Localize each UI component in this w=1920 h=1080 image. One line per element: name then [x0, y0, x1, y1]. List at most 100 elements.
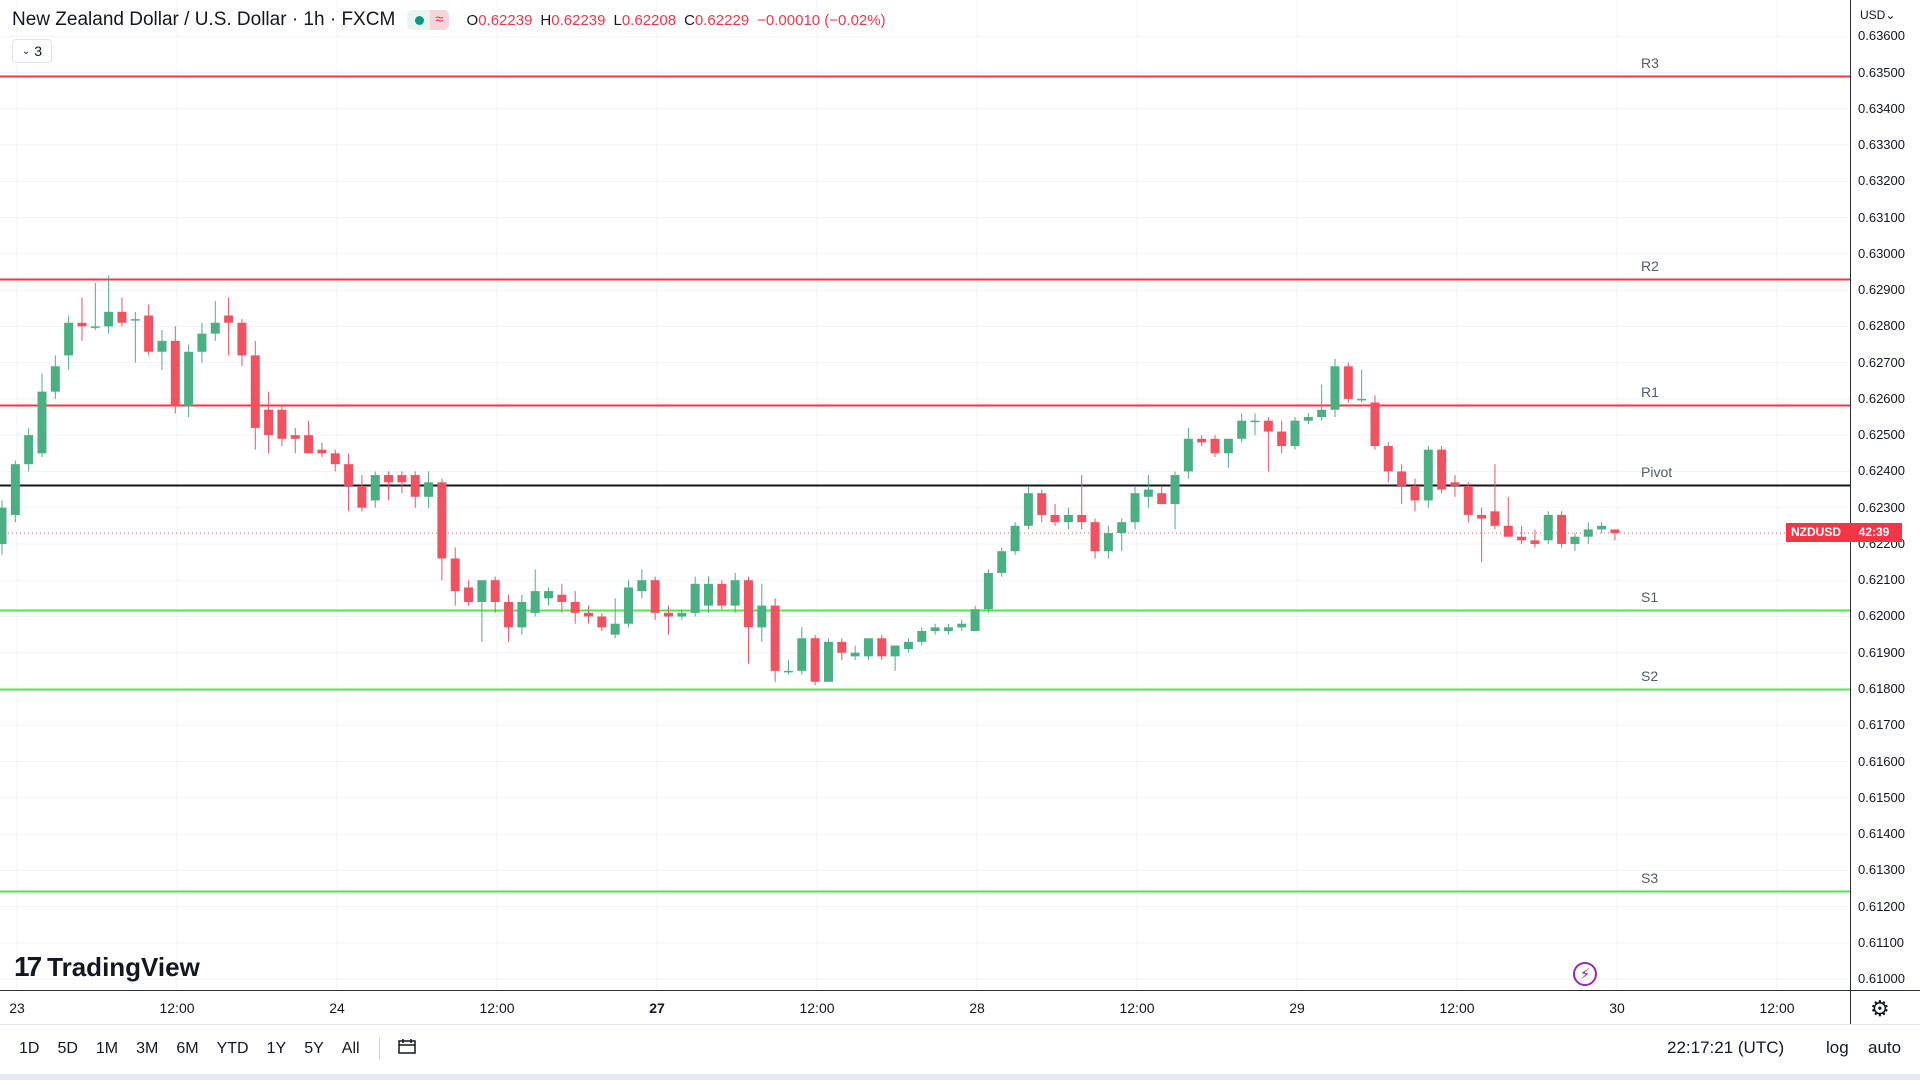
candle-down[interactable] — [304, 420, 314, 454]
candle-up[interactable] — [50, 355, 60, 399]
lightning-icon[interactable]: ⚡ — [1573, 962, 1597, 986]
candle-down[interactable] — [464, 580, 474, 606]
candle-up[interactable] — [1103, 525, 1113, 559]
candle-up[interactable] — [1223, 438, 1233, 468]
candle-up[interactable] — [1130, 485, 1140, 530]
candle-up[interactable] — [930, 623, 940, 635]
candle-down[interactable] — [77, 297, 87, 341]
candle-up[interactable] — [157, 330, 167, 370]
candle-up[interactable] — [1290, 417, 1300, 450]
range-button-all[interactable]: All — [341, 1040, 360, 1057]
candle-down[interactable] — [1210, 435, 1220, 457]
candle-up[interactable] — [1237, 413, 1247, 443]
candle-up[interactable] — [130, 311, 140, 363]
candle-down[interactable] — [770, 598, 780, 682]
candle-down[interactable] — [250, 340, 260, 450]
candle-up[interactable] — [1023, 485, 1033, 530]
candle-down[interactable] — [1090, 518, 1100, 559]
candle-down[interactable] — [437, 478, 447, 581]
range-button-1y[interactable]: 1Y — [266, 1040, 287, 1057]
candles[interactable] — [0, 275, 1620, 686]
range-button-5d[interactable]: 5D — [57, 1040, 78, 1057]
candle-down[interactable] — [810, 634, 820, 686]
candle-down[interactable] — [1610, 529, 1620, 541]
candle-down[interactable] — [357, 475, 367, 512]
calendar-range-icon[interactable] — [392, 1038, 422, 1060]
candle-down[interactable] — [1343, 362, 1353, 403]
candle-up[interactable] — [757, 583, 767, 642]
candle-up[interactable] — [903, 638, 913, 653]
candle-down[interactable] — [170, 326, 180, 414]
candle-down[interactable] — [410, 471, 420, 508]
tradingview-logo[interactable]: 17 TradingView — [14, 951, 200, 983]
candle-down[interactable] — [450, 547, 460, 606]
candle-down[interactable] — [837, 638, 847, 660]
candle-up[interactable] — [477, 580, 487, 642]
candle-up[interactable] — [0, 500, 7, 555]
candle-down[interactable] — [1530, 529, 1540, 548]
candle-up[interactable] — [1330, 359, 1340, 418]
candle-up[interactable] — [1143, 475, 1153, 508]
candle-up[interactable] — [610, 598, 620, 639]
candle-down[interactable] — [1477, 507, 1487, 563]
candle-down[interactable] — [743, 576, 753, 664]
indicators-toggle[interactable]: ⌄ 3 — [12, 39, 52, 63]
candle-down[interactable] — [1557, 511, 1567, 548]
candle-down[interactable] — [1517, 525, 1527, 544]
candle-up[interactable] — [517, 594, 527, 635]
symbol-title[interactable]: New Zealand Dollar / U.S. Dollar · 1h · … — [12, 9, 396, 30]
candle-down[interactable] — [1370, 395, 1380, 450]
candle-down[interactable] — [1197, 435, 1207, 447]
candle-up[interactable] — [637, 569, 647, 599]
candle-up[interactable] — [783, 660, 793, 675]
candle-down[interactable] — [584, 605, 594, 624]
candle-down[interactable] — [277, 406, 287, 447]
candle-down[interactable] — [597, 612, 607, 631]
candle-down[interactable] — [397, 471, 407, 494]
candle-up[interactable] — [1183, 427, 1193, 479]
candle-up[interactable] — [823, 638, 833, 682]
candle-down[interactable] — [877, 634, 887, 660]
candle-down[interactable] — [1277, 420, 1287, 454]
candle-up[interactable] — [1543, 511, 1553, 544]
candle-down[interactable] — [237, 319, 247, 367]
candle-up[interactable] — [1170, 471, 1180, 530]
range-button-1d[interactable]: 1D — [19, 1040, 40, 1057]
candle-up[interactable] — [624, 580, 634, 628]
candle-down[interactable] — [490, 576, 500, 613]
candle-up[interactable] — [210, 300, 220, 341]
candle-up[interactable] — [997, 547, 1007, 577]
candle-down[interactable] — [1077, 475, 1087, 530]
candle-up[interactable] — [970, 605, 980, 631]
candle-up[interactable] — [1583, 522, 1593, 544]
range-button-1m[interactable]: 1M — [95, 1040, 119, 1057]
candle-up[interactable] — [530, 569, 540, 617]
candle-up[interactable] — [10, 460, 20, 523]
candle-down[interactable] — [344, 453, 354, 512]
candle-up[interactable] — [850, 645, 860, 660]
candle-down[interactable] — [384, 471, 394, 501]
candle-down[interactable] — [1437, 446, 1447, 494]
candle-up[interactable] — [1010, 522, 1020, 555]
candle-down[interactable] — [144, 304, 154, 356]
candle-up[interactable] — [64, 315, 74, 370]
candle-up[interactable] — [104, 275, 114, 334]
candle-down[interactable] — [1490, 464, 1500, 530]
candle-up[interactable] — [957, 620, 967, 631]
candle-down[interactable] — [1410, 478, 1420, 512]
candle-down[interactable] — [330, 449, 340, 472]
candle-up[interactable] — [943, 623, 953, 635]
range-button-5y[interactable]: 5Y — [304, 1040, 324, 1057]
candle-up[interactable] — [1423, 446, 1433, 508]
log-scale-button[interactable]: log — [1826, 1038, 1849, 1057]
candle-down[interactable] — [1397, 464, 1407, 505]
candle-up[interactable] — [983, 569, 993, 613]
currency-selector[interactable]: USD⌄ — [1860, 8, 1896, 22]
candle-up[interactable] — [677, 609, 687, 621]
candle-up[interactable] — [184, 344, 194, 418]
range-button-ytd[interactable]: YTD — [216, 1040, 249, 1057]
range-button-6m[interactable]: 6M — [176, 1040, 199, 1057]
candle-up[interactable] — [24, 427, 34, 472]
candle-down[interactable] — [1463, 482, 1473, 523]
